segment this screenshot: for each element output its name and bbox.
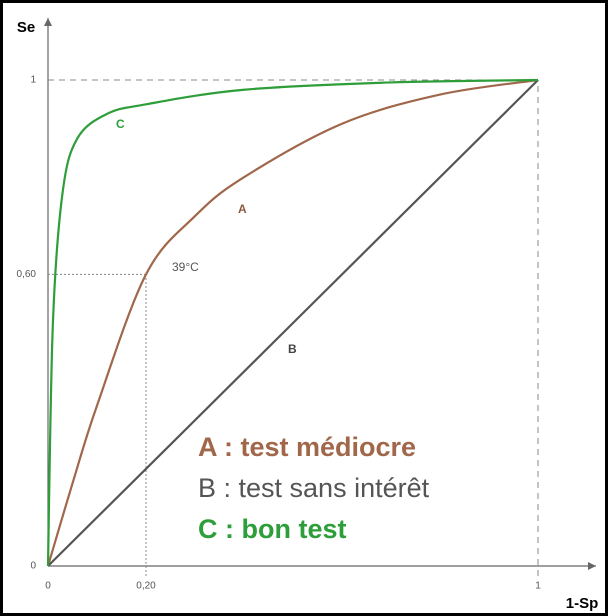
y-tick-label: 0 [30,561,36,572]
legend-entry: B : test sans intérêt [198,473,430,503]
roc-curve [46,78,539,567]
legend-entry: C : bon test [198,514,347,544]
x-axis-label: 1-Sp [566,595,599,612]
annotation: A [238,202,247,216]
y-tick-label: 1 [30,75,36,86]
x-tick-label: 1 [535,581,541,592]
roc-curve [47,79,539,567]
annotation: 39°C [172,260,199,274]
roc-curve [46,78,539,567]
annotation: C [116,117,125,131]
x-axis-arrow [588,562,596,570]
y-axis-label: Se [17,19,35,36]
x-tick-label: 0,20 [136,581,156,592]
x-tick-label: 0 [45,581,51,592]
y-axis-arrow [44,18,52,26]
legend-entry: A : test médiocre [198,432,416,462]
annotation: B [288,342,297,356]
y-tick-label: 0,60 [17,269,37,280]
